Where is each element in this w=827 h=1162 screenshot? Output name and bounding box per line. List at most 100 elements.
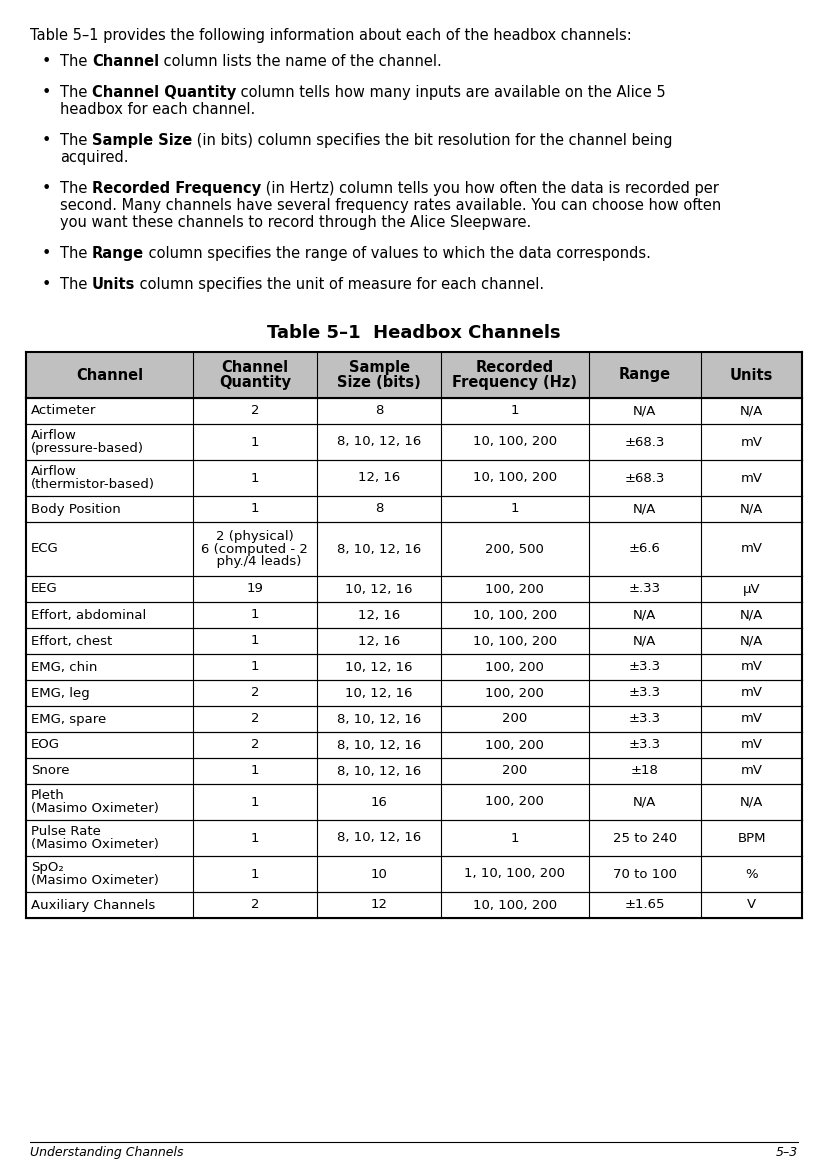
Bar (26, 424, 801, 460)
Text: 2: 2 (251, 739, 259, 752)
Text: µV: µV (742, 582, 759, 595)
Text: ±18: ±18 (630, 765, 658, 777)
Text: 1: 1 (251, 472, 259, 485)
Text: 10, 100, 200: 10, 100, 200 (472, 609, 557, 622)
Text: 1: 1 (251, 832, 259, 845)
Text: Auxiliary Channels: Auxiliary Channels (31, 898, 155, 911)
Bar (26, 892, 801, 918)
Text: •: • (42, 246, 51, 261)
Text: Airflow: Airflow (31, 429, 77, 442)
Text: column specifies the unit of measure for each channel.: column specifies the unit of measure for… (135, 277, 544, 292)
Text: 8, 10, 12, 16: 8, 10, 12, 16 (337, 543, 421, 555)
Text: you want these channels to record through the Alice Sleepware.: you want these channels to record throug… (60, 215, 531, 230)
Text: 10, 100, 200: 10, 100, 200 (472, 472, 557, 485)
Text: 1: 1 (251, 634, 259, 647)
Text: 200: 200 (502, 765, 527, 777)
Text: ±68.3: ±68.3 (624, 472, 664, 485)
Text: 2: 2 (251, 898, 259, 911)
Text: 1: 1 (251, 436, 259, 449)
Text: 100, 200: 100, 200 (485, 739, 543, 752)
Text: mV: mV (739, 712, 762, 725)
Text: •: • (42, 53, 51, 69)
Text: Range: Range (92, 246, 144, 261)
Text: 1: 1 (251, 765, 259, 777)
Text: ±3.3: ±3.3 (628, 739, 660, 752)
Text: 200: 200 (502, 712, 527, 725)
Text: Quantity: Quantity (218, 374, 290, 389)
Text: ±3.3: ±3.3 (628, 687, 660, 700)
Text: Frequency (Hz): Frequency (Hz) (452, 374, 576, 389)
Bar (26, 576, 801, 602)
Text: N/A: N/A (739, 634, 762, 647)
Text: mV: mV (739, 765, 762, 777)
Text: N/A: N/A (633, 502, 656, 516)
Bar (26, 460, 801, 496)
Text: Sample: Sample (348, 360, 409, 375)
Text: EMG, chin: EMG, chin (31, 660, 98, 674)
Text: N/A: N/A (633, 609, 656, 622)
Text: EMG, leg: EMG, leg (31, 687, 89, 700)
Text: •: • (42, 132, 51, 148)
Text: 10, 12, 16: 10, 12, 16 (345, 582, 413, 595)
Text: 8, 10, 12, 16: 8, 10, 12, 16 (337, 739, 421, 752)
Text: SpO₂: SpO₂ (31, 861, 64, 874)
Text: 16: 16 (370, 796, 387, 809)
Text: The: The (60, 181, 92, 196)
Bar (26, 496, 801, 522)
Text: mV: mV (739, 687, 762, 700)
Text: N/A: N/A (633, 634, 656, 647)
Text: 100, 200: 100, 200 (485, 582, 543, 595)
Text: column lists the name of the channel.: column lists the name of the channel. (159, 53, 442, 69)
Text: 2 (physical): 2 (physical) (216, 530, 294, 543)
Text: 2: 2 (251, 404, 259, 417)
Text: 200, 500: 200, 500 (485, 543, 543, 555)
Text: ECG: ECG (31, 543, 59, 555)
Text: acquired.: acquired. (60, 150, 128, 165)
Bar (26, 352, 801, 399)
Text: mV: mV (739, 436, 762, 449)
Text: 70 to 100: 70 to 100 (612, 868, 676, 881)
Text: mV: mV (739, 739, 762, 752)
Text: Snore: Snore (31, 765, 69, 777)
Text: 1: 1 (510, 404, 519, 417)
Text: (Masimo Oximeter): (Masimo Oximeter) (31, 838, 159, 851)
Text: •: • (42, 277, 51, 292)
Text: Channel Quantity: Channel Quantity (92, 85, 236, 100)
Text: EEG: EEG (31, 582, 58, 595)
Text: 12: 12 (370, 898, 387, 911)
Text: 2: 2 (251, 712, 259, 725)
Text: Table 5–1  Headbox Channels: Table 5–1 Headbox Channels (267, 324, 560, 342)
Bar (26, 784, 801, 820)
Text: 1: 1 (251, 660, 259, 674)
Text: •: • (42, 181, 51, 196)
Text: 2: 2 (251, 687, 259, 700)
Text: 10: 10 (370, 868, 387, 881)
Text: 1: 1 (251, 609, 259, 622)
Bar (26, 732, 801, 758)
Bar (26, 680, 801, 706)
Text: Airflow: Airflow (31, 465, 77, 478)
Text: EMG, spare: EMG, spare (31, 712, 106, 725)
Text: The: The (60, 132, 92, 148)
Bar (26, 522, 801, 576)
Text: Recorded: Recorded (476, 360, 553, 375)
Text: •: • (42, 85, 51, 100)
Bar (26, 758, 801, 784)
Text: Body Position: Body Position (31, 502, 121, 516)
Text: mV: mV (739, 543, 762, 555)
Text: 8, 10, 12, 16: 8, 10, 12, 16 (337, 765, 421, 777)
Text: 8, 10, 12, 16: 8, 10, 12, 16 (337, 832, 421, 845)
Text: mV: mV (739, 660, 762, 674)
Text: Units: Units (92, 277, 135, 292)
Text: 10, 100, 200: 10, 100, 200 (472, 436, 557, 449)
Text: (in bits) column specifies the bit resolution for the channel being: (in bits) column specifies the bit resol… (192, 132, 672, 148)
Text: Sample Size: Sample Size (92, 132, 192, 148)
Text: 1: 1 (251, 868, 259, 881)
Bar (26, 627, 801, 654)
Bar (26, 399, 801, 424)
Text: Effort, chest: Effort, chest (31, 634, 112, 647)
Text: EOG: EOG (31, 739, 60, 752)
Text: 1: 1 (510, 832, 519, 845)
Text: Table 5–1 provides the following information about each of the headbox channels:: Table 5–1 provides the following informa… (30, 28, 631, 43)
Bar (26, 602, 801, 627)
